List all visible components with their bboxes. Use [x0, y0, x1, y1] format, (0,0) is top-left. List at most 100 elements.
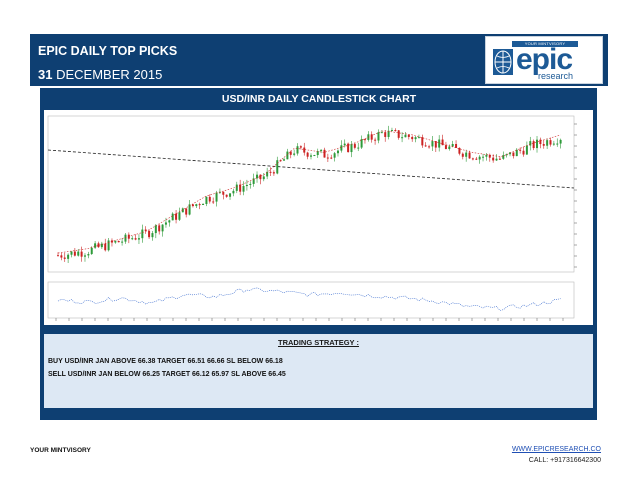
candle-body: [515, 149, 518, 157]
candle-body: [444, 145, 447, 150]
candle-body: [272, 172, 275, 174]
price-pane: [47, 115, 575, 273]
candle-body: [73, 251, 76, 256]
buy-strategy: BUY USD/INR JAN ABOVE 66.38 TARGET 66.51…: [48, 358, 283, 365]
candle-body: [539, 139, 542, 145]
candle-body: [77, 251, 80, 256]
candle-body: [198, 204, 201, 206]
candle-body: [289, 151, 292, 155]
candle-body: [404, 134, 407, 138]
candle-body: [283, 159, 286, 161]
candle-body: [276, 160, 279, 174]
footer-tagline: YOUR MINTVISORY: [30, 447, 91, 454]
candle-body: [525, 145, 528, 155]
candle-body: [343, 143, 346, 146]
candle-body: [70, 251, 73, 255]
candle-body: [421, 137, 424, 146]
candle-body: [407, 134, 410, 137]
candle-body: [164, 222, 167, 225]
candle-body: [242, 186, 245, 192]
candle-body: [478, 156, 481, 160]
candle-body: [347, 143, 350, 153]
candle-body: [502, 155, 505, 159]
candle-body: [434, 141, 437, 148]
candle-body: [488, 154, 491, 158]
candle-body: [451, 144, 454, 147]
candle-body: [107, 240, 110, 251]
candle-body: [171, 213, 174, 221]
candle-body: [360, 139, 363, 148]
phone-number: CALL: +917316642300: [528, 457, 601, 464]
candle-body: [83, 255, 86, 257]
candle-body: [350, 144, 353, 153]
trading-strategy-box: TRADING STRATEGY : BUY USD/INR JAN ABOVE…: [44, 334, 593, 408]
candle-body: [67, 254, 70, 259]
candle-body: [340, 145, 343, 151]
candle-body: [316, 151, 319, 156]
candle-body: [468, 152, 471, 159]
candle-body: [222, 191, 225, 195]
candle-body: [323, 149, 326, 158]
candle-body: [131, 238, 134, 240]
candle-body: [121, 241, 124, 243]
candle-body: [495, 158, 498, 161]
website-link[interactable]: WWW.EPICRESEARCH.CO: [511, 446, 601, 453]
globe-icon: [493, 49, 513, 75]
candle-body: [256, 174, 259, 179]
candle-body: [97, 243, 100, 248]
candle-body: [144, 229, 147, 231]
epic-research-logo: YOUR MINTVISORY epic research: [485, 36, 603, 84]
candle-body: [161, 224, 164, 232]
candle-body: [266, 171, 269, 177]
candle-body: [90, 247, 93, 255]
candle-body: [313, 155, 316, 157]
candle-body: [202, 203, 205, 205]
candle-body: [293, 153, 296, 155]
candle-body: [455, 144, 458, 148]
candle-body: [286, 151, 289, 160]
candle-body: [492, 157, 495, 161]
candle-body: [556, 143, 559, 145]
report-date: 31 DECEMBER 2015: [38, 67, 162, 82]
candle-body: [259, 174, 262, 180]
candle-body: [390, 130, 393, 132]
candle-body: [310, 155, 312, 157]
candle-body: [168, 220, 171, 223]
candle-body: [428, 146, 431, 148]
candle-body: [414, 137, 417, 140]
candle-body: [87, 254, 90, 256]
candle-body: [401, 137, 404, 139]
candle-body: [441, 139, 444, 146]
candle-body: [363, 139, 366, 141]
candle-body: [141, 229, 144, 239]
candle-body: [374, 139, 377, 141]
candle-body: [475, 158, 478, 160]
candle-body: [215, 192, 218, 202]
strategy-title: TRADING STRATEGY :: [278, 338, 359, 347]
candle-body: [552, 143, 555, 145]
logo-tagline: YOUR MINTVISORY: [512, 41, 578, 47]
moving-average-line: [57, 130, 561, 254]
candle-body: [299, 146, 302, 148]
candle-body: [458, 147, 461, 154]
candle-body: [185, 208, 188, 215]
candle-body: [205, 196, 208, 204]
candle-body: [522, 150, 525, 155]
logo-wordmark: epic: [516, 43, 573, 76]
candle-body: [461, 153, 464, 157]
candle-body: [151, 233, 154, 238]
candle-body: [262, 176, 265, 180]
candle-body: [229, 193, 232, 197]
candle-body: [542, 144, 545, 146]
candle-body: [158, 225, 161, 232]
indicator-line: [57, 287, 561, 311]
candle-body: [134, 238, 137, 240]
candle-body: [212, 201, 215, 203]
candle-body: [117, 240, 120, 243]
candle-body: [326, 157, 329, 159]
candle-body: [485, 154, 488, 157]
candle-body: [100, 243, 103, 248]
candle-body: [394, 130, 397, 132]
candle-body: [303, 147, 306, 153]
candle-body: [448, 146, 451, 150]
